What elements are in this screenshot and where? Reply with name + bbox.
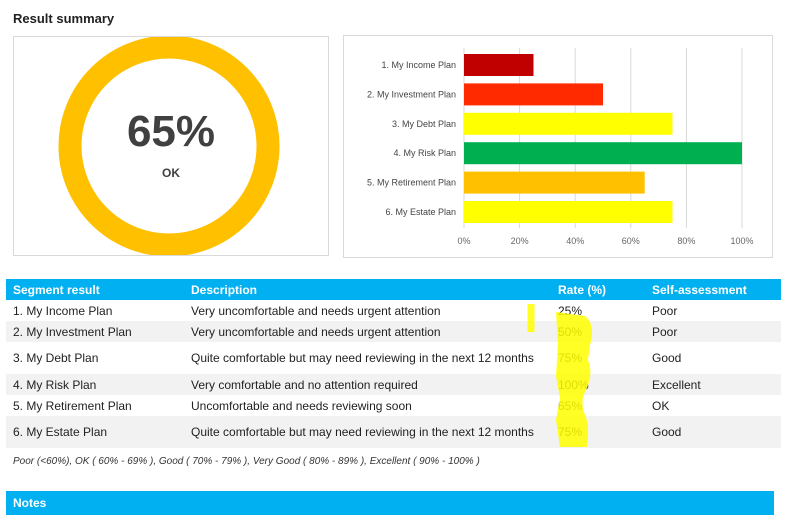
- category-label: 5. My Retirement Plan: [367, 178, 456, 188]
- segment-result-table: Segment result Description Rate (%) Self…: [6, 279, 781, 448]
- segment-cell: 5. My Retirement Plan: [13, 398, 132, 413]
- category-label: 6. My Estate Plan: [385, 207, 456, 217]
- table-row: 2. My Investment Plan Very uncomfortable …: [6, 321, 781, 342]
- col-self-assessment: Self-assessment: [645, 279, 781, 300]
- category-label: 4. My Risk Plan: [393, 148, 456, 158]
- segment-bar-chart: 0% 20% 40% 60% 80% 100% 1. My Income Plan 2. My…: [367, 48, 754, 246]
- summary-percent: 65%: [126, 107, 216, 156]
- table-row: 6. My Estate Plan Quite comfortable but m…: [6, 416, 781, 448]
- rate-cell: 75%: [551, 416, 645, 448]
- self-assessment-cell: Excellent: [645, 374, 781, 395]
- table-row: 4. My Risk Plan Very comfortable and no a…: [6, 374, 781, 395]
- self-assessment-cell: Good: [652, 351, 682, 365]
- col-segment: Segment result: [6, 279, 184, 300]
- summary-label: OK: [162, 166, 180, 180]
- notes-header[interactable]: Notes: [6, 491, 774, 515]
- rate-cell: 65%: [558, 398, 583, 413]
- description-cell: Quite comfortable but may need reviewing…: [191, 351, 534, 365]
- bar: [464, 54, 534, 76]
- category-label: 2. My Investment Plan: [367, 89, 456, 99]
- table-row: 5. My Retirement Plan Uncomfortable and n…: [6, 395, 781, 416]
- donut-chart: [58, 35, 280, 257]
- x-tick-label: 60%: [622, 236, 640, 246]
- col-description: Description: [184, 279, 551, 300]
- bar: [464, 112, 673, 135]
- donut-ring: [58, 35, 280, 257]
- x-tick-label: 80%: [677, 236, 695, 246]
- x-tick-label: 0%: [457, 236, 470, 246]
- rating-legend: Poor (<60%), OK ( 60% - 69% ), Good ( 70…: [13, 456, 480, 467]
- bar: [464, 142, 742, 165]
- col-rate: Rate (%): [551, 279, 645, 300]
- x-tick-label: 20%: [511, 236, 529, 246]
- self-assessment-cell: Poor: [645, 321, 781, 342]
- category-label: 3. My Debt Plan: [392, 119, 456, 129]
- table-header: Segment result Description Rate (%) Self…: [6, 279, 781, 300]
- summary-donut-card: 65% OK: [13, 35, 329, 257]
- description-cell: Uncomfortable and needs reviewing soon: [191, 398, 412, 413]
- self-assessment-cell: OK: [652, 398, 670, 413]
- segment-cell: 4. My Risk Plan: [6, 374, 184, 395]
- bar: [464, 171, 645, 194]
- segment-cell: 1. My Income Plan: [13, 303, 113, 318]
- description-cell: Very uncomfortable and needs urgent atte…: [184, 321, 551, 342]
- segment-cell: 3. My Debt Plan: [13, 351, 99, 365]
- rate-cell: 50%: [551, 321, 645, 342]
- self-assessment-cell: Poor: [652, 303, 678, 318]
- x-tick-label: 40%: [566, 236, 584, 246]
- description-cell: Very uncomfortable and needs urgent atte…: [191, 303, 441, 318]
- bar: [464, 83, 603, 106]
- rate-cell: 25%: [558, 303, 583, 318]
- table-row: 3. My Debt Plan Quite comfortable but may…: [6, 342, 781, 374]
- description-cell: Very comfortable and no attention requir…: [184, 374, 551, 395]
- section-title: Result summary: [13, 11, 115, 26]
- description-cell: Quite comfortable but may need reviewing…: [184, 416, 551, 448]
- segment-cell: 6. My Estate Plan: [6, 416, 184, 448]
- bar: [464, 201, 673, 223]
- segment-bar-chart-card: 0% 20% 40% 60% 80% 100% 1. My Income Plan 2. My…: [343, 35, 773, 258]
- self-assessment-cell: Good: [645, 416, 781, 448]
- segment-cell: 2. My Investment Plan: [6, 321, 184, 342]
- x-tick-label: 100%: [730, 236, 753, 246]
- category-label: 1. My Income Plan: [381, 60, 456, 70]
- rate-cell: 100%: [551, 374, 645, 395]
- table-row: 1. My Income Plan Very uncomfortable and …: [6, 300, 781, 321]
- rate-cell: 75%: [558, 351, 583, 365]
